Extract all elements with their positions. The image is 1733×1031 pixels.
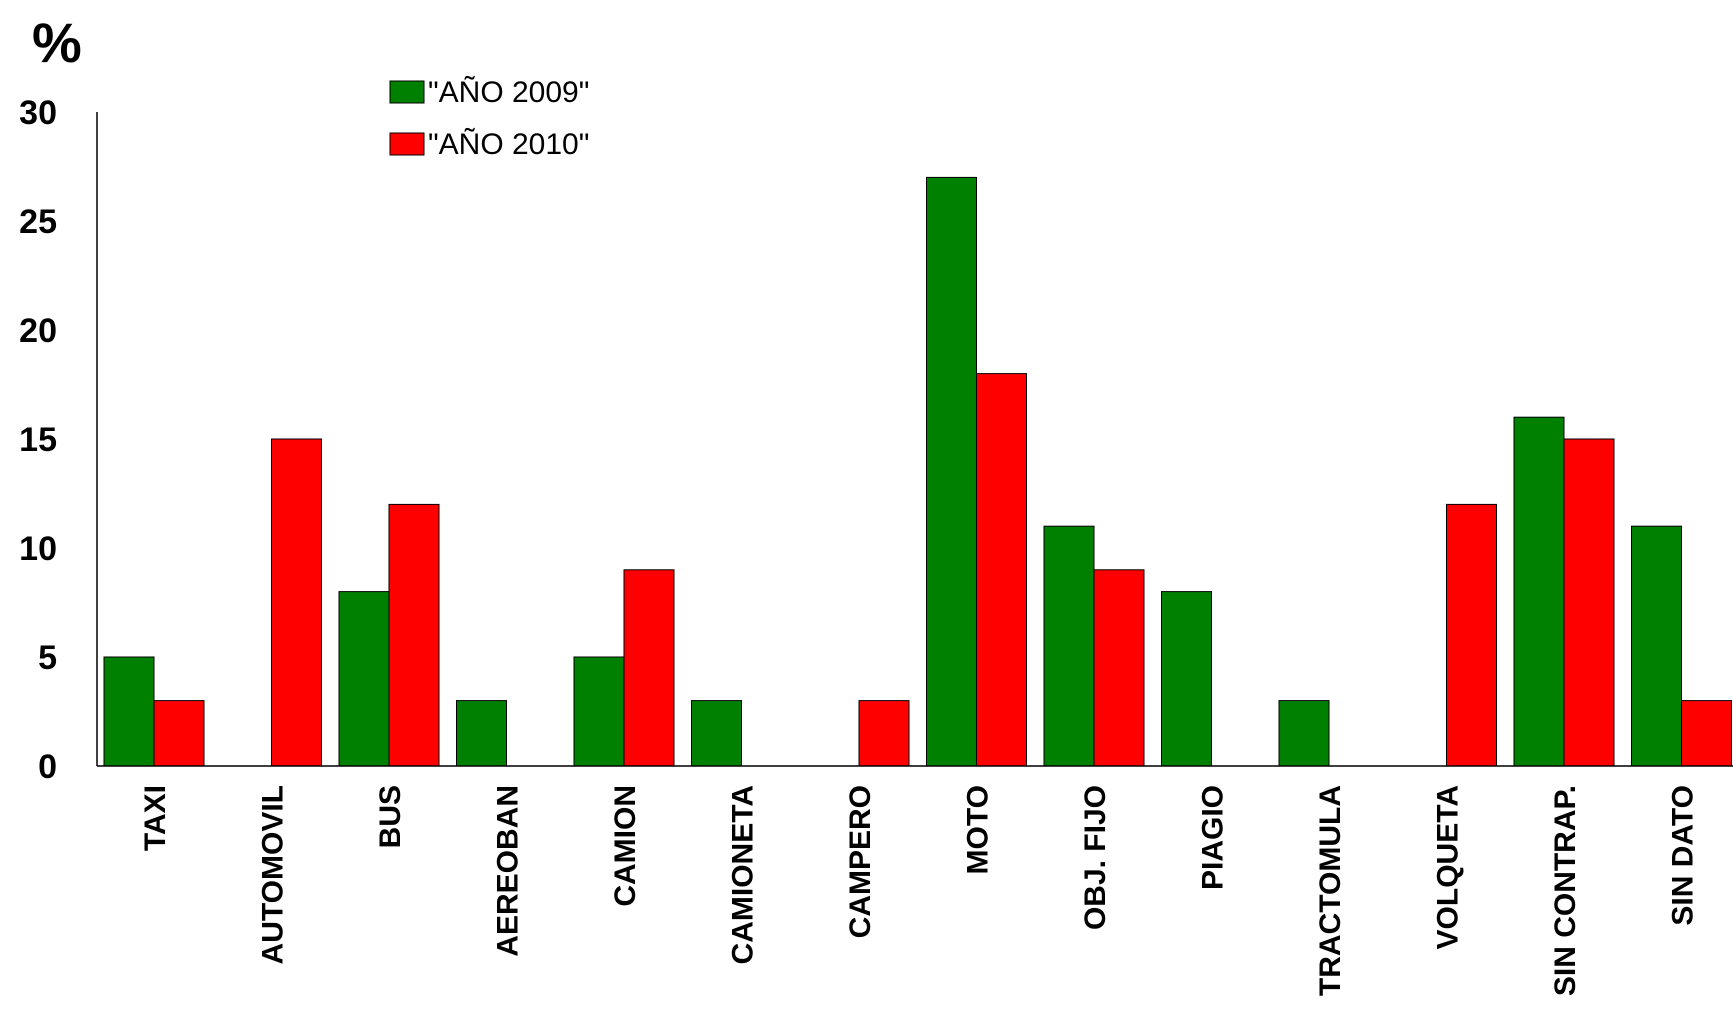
- legend-label: "AÑO 2009": [428, 75, 589, 109]
- x-tick-label: VOLQUETA: [1432, 785, 1465, 949]
- y-tick-label: 5: [38, 639, 57, 677]
- bar-series-2: [271, 438, 322, 767]
- bar-series-1: [1161, 591, 1212, 767]
- bar-series-1: [573, 656, 625, 767]
- bar-series-2: [388, 503, 440, 767]
- x-tick-label: CAMIONETA: [727, 785, 760, 964]
- y-tick-label: 0: [38, 748, 57, 786]
- x-tick-label: SIN DATO: [1667, 785, 1700, 926]
- bar-series-2: [1093, 569, 1145, 767]
- bar-series-2: [623, 569, 675, 767]
- bar-series-2: [1681, 700, 1732, 767]
- y-axis-ticks: 0 5 10 15 20 25 30: [19, 94, 57, 786]
- y-axis-unit-label: %: [32, 11, 82, 74]
- bar-series-1: [926, 176, 977, 767]
- x-tick-label: PIAGIO: [1197, 785, 1230, 890]
- legend-swatch: [389, 80, 425, 104]
- bar-series-1: [691, 700, 742, 767]
- x-tick-label: AUTOMOVIL: [257, 785, 290, 964]
- bar-series-2: [1446, 503, 1497, 767]
- x-tick-label: SIN CONTRAP.: [1549, 785, 1582, 996]
- bar-series-1: [1278, 700, 1330, 767]
- bar-series-1: [1513, 416, 1565, 767]
- legend: "AÑO 2009" "AÑO 2010": [389, 75, 589, 161]
- y-tick-label: 15: [19, 421, 57, 459]
- x-tick-label: CAMPERO: [844, 785, 877, 938]
- y-tick-label: 10: [19, 530, 57, 568]
- x-tick-label: AEREOBAN: [492, 785, 525, 957]
- bars: [103, 176, 1732, 767]
- x-tick-label: BUS: [374, 785, 407, 848]
- y-tick-label: 30: [19, 94, 57, 132]
- bar-series-1: [338, 591, 390, 767]
- x-tick-label: TAXI: [139, 785, 172, 851]
- bar-series-2: [1563, 438, 1615, 767]
- bar-series-1: [103, 656, 155, 767]
- bar-series-1: [1043, 525, 1095, 767]
- bar-series-2: [976, 373, 1027, 767]
- bar-series-2: [153, 700, 205, 767]
- x-tick-label: OBJ. FIJO: [1079, 785, 1112, 930]
- bar-series-2: [858, 700, 910, 767]
- x-tick-label: MOTO: [962, 785, 995, 874]
- x-axis-ticks: TAXI AUTOMOVIL BUS AEREOBAN CAMION CAMIONETA C…: [139, 785, 1700, 996]
- y-tick-label: 25: [19, 203, 57, 241]
- y-tick-label: 20: [19, 312, 57, 350]
- bar-series-1: [456, 700, 507, 767]
- x-tick-label: TRACTOMULA: [1314, 785, 1347, 996]
- legend-swatch: [389, 132, 425, 156]
- legend-label: "AÑO 2010": [428, 127, 589, 161]
- x-tick-label: CAMION: [609, 785, 642, 907]
- bar-series-1: [1631, 525, 1682, 767]
